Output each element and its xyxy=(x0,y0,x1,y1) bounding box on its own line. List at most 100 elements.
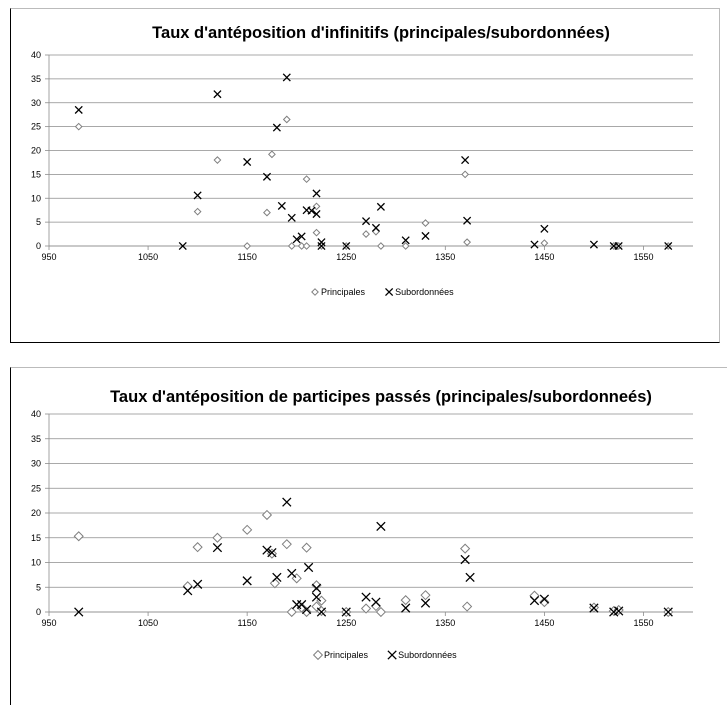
chart1-title: Taux d'antéposition d'infinitifs (princi… xyxy=(152,24,610,42)
chart1-point-principales xyxy=(362,230,370,238)
chart1-y-tick-label: 0 xyxy=(36,241,41,251)
chart1-series-principales xyxy=(74,115,673,250)
chart1-point-subordonnees xyxy=(297,232,306,241)
chart2-point-subordonnees xyxy=(589,603,599,613)
chart1-y-tick-label: 15 xyxy=(31,169,41,179)
chart2-point-principales xyxy=(266,548,278,559)
chart1-point-subordonnees xyxy=(213,90,222,99)
chart2-point-subordonnees xyxy=(287,568,297,579)
chart2-x-tick-label: 1550 xyxy=(633,618,653,628)
chart1-point-principales xyxy=(401,242,410,250)
chart1-y-tick-label: 35 xyxy=(31,74,41,84)
chart2-point-principales xyxy=(529,590,540,601)
chart1-legend-label-subordonnees: Subordonnées xyxy=(395,287,454,297)
chart2-point-principales xyxy=(420,590,431,601)
chart2-point-subordonnees xyxy=(316,607,327,617)
chart1-point-subordonnees xyxy=(530,240,539,249)
chart2-point-subordonnees xyxy=(460,554,470,565)
chart1-point-subordonnees xyxy=(272,123,281,132)
chart1-point-subordonnees xyxy=(243,157,252,167)
chart1-point-subordonnees xyxy=(371,223,381,232)
chart2-point-principales xyxy=(192,542,203,553)
chart1-point-principales xyxy=(302,175,311,184)
chart-panel-infinitifs: Taux d'antéposition d'infinitifs (princi… xyxy=(10,8,720,343)
chart2-x-tick-label: 950 xyxy=(41,618,56,628)
chart1-point-subordonnees xyxy=(421,231,430,241)
chart2-point-principales xyxy=(460,543,471,554)
chart1-x-tick-label: 1550 xyxy=(633,252,653,262)
chart2-point-subordonnees xyxy=(192,579,203,589)
chart1-point-subordonnees xyxy=(312,209,321,219)
chart2-point-subordonnees xyxy=(242,576,252,586)
chart2-point-principales xyxy=(539,596,550,608)
chart2-point-subordonnees xyxy=(614,606,624,616)
chart2-point-subordonnees xyxy=(212,542,223,553)
chart2-point-subordonnees xyxy=(282,497,292,507)
chart1-point-subordonnees xyxy=(463,216,472,225)
scatter-chart-participes: Taux d'antéposition de participes passés… xyxy=(31,388,693,661)
chart1-point-principales xyxy=(302,242,311,250)
chart1-point-subordonnees xyxy=(307,206,316,215)
chart1-point-principales xyxy=(312,228,321,237)
chart2-point-subordonnees xyxy=(303,562,314,573)
chart2-point-subordonnees xyxy=(267,547,277,558)
chart2-y-tick-label: 20 xyxy=(31,508,41,518)
chart1-point-principales xyxy=(213,156,222,164)
chart1-x-tick-label: 1050 xyxy=(138,252,158,262)
chart2-y-tick-label: 40 xyxy=(31,409,41,419)
chart1-point-subordonnees xyxy=(342,241,351,251)
chart2-point-principales xyxy=(360,603,372,614)
chart2-point-subordonnees xyxy=(272,572,282,583)
chart2-point-subordonnees xyxy=(371,597,381,607)
chart1-series-subordonnees xyxy=(74,73,673,251)
chart1-point-subordonnees xyxy=(401,236,410,245)
chart2-legend-marker-subordonnees xyxy=(387,650,397,660)
chart2-point-subordonnees xyxy=(361,592,371,602)
chart1-point-subordonnees xyxy=(664,241,673,251)
chart2-point-principales xyxy=(281,539,292,550)
chart1-point-principales xyxy=(377,242,385,250)
chart2-series-subordonnees xyxy=(74,497,673,617)
chart1-point-principales xyxy=(263,208,271,217)
chart2-point-subordonnees xyxy=(74,607,84,617)
chart1-legend-marker-subordonnees xyxy=(385,287,394,297)
chart2-point-principales xyxy=(242,524,253,535)
chart1-legend-label-principales: Principales xyxy=(321,287,366,297)
chart2-point-principales xyxy=(461,601,473,612)
chart2-point-subordonnees xyxy=(183,586,193,596)
chart1-y-tick-label: 25 xyxy=(31,122,41,132)
chart2-legend-label-subordonnees: Subordonnées xyxy=(398,650,457,660)
chart1-point-principales xyxy=(461,170,470,179)
chart2-point-principales xyxy=(212,532,223,543)
chart2-point-subordonnees xyxy=(663,607,673,617)
chart2-point-principales xyxy=(400,595,411,606)
chart2-x-tick-label: 1350 xyxy=(435,618,455,628)
chart-panel-participes: Taux d'antéposition de participes passés… xyxy=(10,367,727,705)
chart2-point-subordonnees xyxy=(529,595,540,606)
chart1-point-principales xyxy=(193,207,202,216)
chart1-point-principales xyxy=(421,219,430,227)
chart2-point-subordonnees xyxy=(465,572,475,583)
chart1-point-subordonnees xyxy=(277,201,286,210)
chart1-point-principales xyxy=(268,150,276,159)
scatter-chart-infinitifs: Taux d'antéposition d'infinitifs (princi… xyxy=(31,24,693,297)
chart2-x-tick-label: 1450 xyxy=(534,618,554,628)
chart1-point-subordonnees xyxy=(74,105,83,114)
chart1-point-principales xyxy=(287,242,296,250)
chart1-point-principales xyxy=(540,239,549,248)
chart2-point-principales xyxy=(301,606,312,618)
chart2-point-principales xyxy=(301,542,312,553)
chart1-point-subordonnees xyxy=(317,238,326,247)
chart2-y-tick-label: 15 xyxy=(31,533,41,543)
chart2-y-tick-label: 10 xyxy=(31,558,41,568)
chart2-x-tick-label: 1250 xyxy=(336,618,356,628)
chart1-point-subordonnees xyxy=(361,217,371,226)
chart1-point-subordonnees xyxy=(317,241,326,251)
chart1-point-subordonnees xyxy=(614,241,623,251)
chart2-x-tick-label: 1050 xyxy=(138,618,158,628)
chart1-y-tick-label: 5 xyxy=(36,217,41,227)
chart2-point-principales xyxy=(182,581,193,592)
chart1-x-tick-label: 1450 xyxy=(534,252,554,262)
chart2-point-principales xyxy=(375,606,387,618)
chart2-y-tick-label: 25 xyxy=(31,483,41,493)
